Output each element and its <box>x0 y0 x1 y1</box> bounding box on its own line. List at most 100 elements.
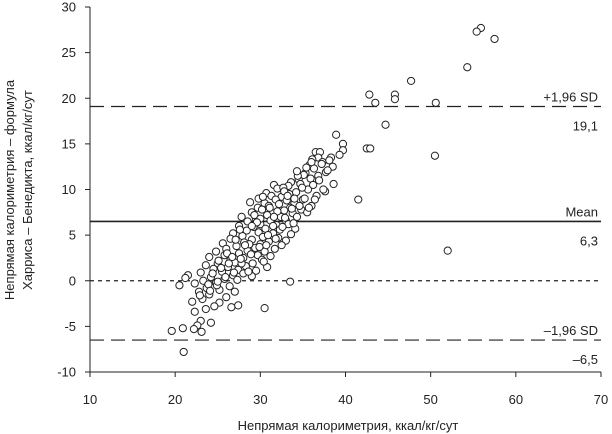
data-point <box>260 304 269 313</box>
data-point <box>210 302 219 311</box>
data-point <box>196 268 205 277</box>
y-axis-title-line-2: Харриса – Бенедикта, ккал/кг/сут <box>20 90 35 290</box>
data-point <box>234 301 243 310</box>
data-point <box>463 63 472 72</box>
axes: -10 -5 0 5 10 15 20 25 30 10 20 30 40 50 60 70 <box>57 0 608 407</box>
data-point <box>430 151 440 160</box>
y-tick-label: 30 <box>62 0 76 15</box>
data-point <box>297 183 307 192</box>
lower_limit-label: –1,96 SD <box>544 323 598 338</box>
data-point <box>472 27 481 36</box>
data-point <box>175 281 184 290</box>
data-point <box>307 158 316 167</box>
data-point <box>179 347 188 357</box>
data-point <box>246 198 255 207</box>
data-point <box>201 304 210 314</box>
data-point <box>365 90 374 99</box>
data-point <box>265 203 274 212</box>
data-point <box>257 205 267 214</box>
reference-lines <box>90 105 601 341</box>
data-point <box>406 76 416 86</box>
data-point <box>213 277 222 286</box>
data-point <box>354 195 363 204</box>
x-tick-label: 70 <box>594 392 608 407</box>
x-tick-label: 30 <box>253 392 267 407</box>
data-point <box>246 250 256 259</box>
upper_limit-label: +1,96 SD <box>543 89 598 104</box>
y-tick-label: -10 <box>57 365 76 380</box>
data-point <box>190 307 199 316</box>
data-point <box>258 192 267 201</box>
data-point <box>310 195 319 204</box>
data-point <box>292 212 302 221</box>
data-point <box>332 130 341 139</box>
data-point <box>283 191 292 200</box>
upper_limit-label-bg <box>536 89 600 106</box>
data-point <box>197 327 206 336</box>
data-point <box>287 204 296 213</box>
data-point <box>211 247 221 256</box>
data-point <box>271 234 280 243</box>
data-points <box>167 23 499 357</box>
data-point <box>329 179 338 189</box>
data-point <box>236 254 245 263</box>
data-point <box>371 98 380 107</box>
data-point <box>269 212 279 221</box>
data-point <box>302 163 311 172</box>
data-point <box>235 225 244 234</box>
x-tick-label: 50 <box>423 392 437 407</box>
data-point <box>251 266 261 275</box>
data-point <box>224 259 233 268</box>
data-point <box>201 261 210 270</box>
data-point <box>270 244 279 253</box>
data-point <box>240 241 250 250</box>
x-tick-label: 20 <box>168 392 182 407</box>
y-tick-label: 15 <box>62 136 76 151</box>
data-point <box>205 286 215 295</box>
data-point <box>300 194 309 203</box>
data-point <box>229 268 239 277</box>
data-point <box>225 282 234 291</box>
y-tick-label: -5 <box>64 319 76 334</box>
data-point <box>269 221 278 231</box>
data-point <box>490 34 499 44</box>
x-tick-label: 40 <box>338 392 352 407</box>
data-point <box>255 242 264 252</box>
data-point <box>431 98 440 107</box>
data-point <box>319 185 328 194</box>
x-axis-title: Непрямая калориметрия, ккал/кг/сут <box>238 418 459 433</box>
data-point <box>231 235 240 244</box>
mean-label: Mean <box>565 204 598 219</box>
data-point <box>208 269 217 278</box>
data-point <box>266 252 275 261</box>
data-point <box>304 203 313 212</box>
mean-label-bg <box>536 204 600 221</box>
y-tick-label: 25 <box>62 45 76 60</box>
data-point <box>244 267 253 276</box>
data-point <box>214 256 223 265</box>
data-point <box>248 259 257 268</box>
lower_limit-label-bg <box>536 323 600 340</box>
data-point <box>233 275 242 284</box>
data-point <box>335 150 344 159</box>
data-point <box>195 291 204 300</box>
data-point <box>323 166 332 175</box>
data-point <box>222 293 231 302</box>
data-point <box>309 180 318 190</box>
data-point <box>167 326 176 336</box>
data-point <box>250 210 259 220</box>
data-point <box>325 156 334 165</box>
data-point <box>286 277 295 286</box>
lower_limit-value-label: –6,5 <box>573 352 598 367</box>
x-tick-label: 60 <box>509 392 523 407</box>
data-point <box>295 201 304 211</box>
data-point <box>290 194 299 203</box>
data-point <box>443 246 452 255</box>
data-point <box>217 263 226 273</box>
data-point <box>221 273 230 282</box>
y-tick-label: 0 <box>69 273 76 288</box>
data-point <box>274 200 284 209</box>
data-point <box>292 167 302 176</box>
x-tick-label: 10 <box>83 392 97 407</box>
y-tick-label: 20 <box>62 91 76 106</box>
